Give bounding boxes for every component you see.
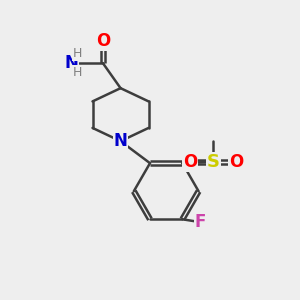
- Text: F: F: [195, 213, 206, 231]
- Text: O: O: [96, 32, 110, 50]
- Text: N: N: [64, 54, 78, 72]
- Text: O: O: [229, 153, 243, 171]
- Text: H: H: [73, 66, 82, 79]
- Text: O: O: [183, 153, 197, 171]
- Text: N: N: [114, 132, 128, 150]
- Text: H: H: [73, 47, 82, 60]
- Text: S: S: [207, 153, 220, 171]
